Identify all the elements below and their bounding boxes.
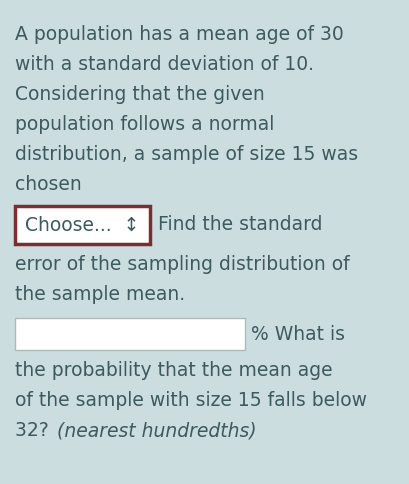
Text: Choose...  ↕: Choose... ↕ [25,215,140,235]
Text: (nearest hundredths): (nearest hundredths) [57,422,256,440]
Text: % What is: % What is [251,324,345,344]
FancyBboxPatch shape [15,318,245,350]
Text: chosen: chosen [15,176,82,195]
Text: error of the sampling distribution of: error of the sampling distribution of [15,256,350,274]
Text: population follows a normal: population follows a normal [15,116,274,135]
Text: with a standard deviation of 10.: with a standard deviation of 10. [15,56,314,75]
Text: A population has a mean age of 30: A population has a mean age of 30 [15,26,344,45]
Text: of the sample with size 15 falls below: of the sample with size 15 falls below [15,392,367,410]
FancyBboxPatch shape [15,206,150,244]
Text: Find the standard: Find the standard [158,215,323,235]
Text: distribution, a sample of size 15 was: distribution, a sample of size 15 was [15,146,358,165]
Text: the sample mean.: the sample mean. [15,286,185,304]
Text: Considering that the given: Considering that the given [15,86,265,105]
Text: the probability that the mean age: the probability that the mean age [15,362,333,380]
Text: 32?: 32? [15,422,55,440]
